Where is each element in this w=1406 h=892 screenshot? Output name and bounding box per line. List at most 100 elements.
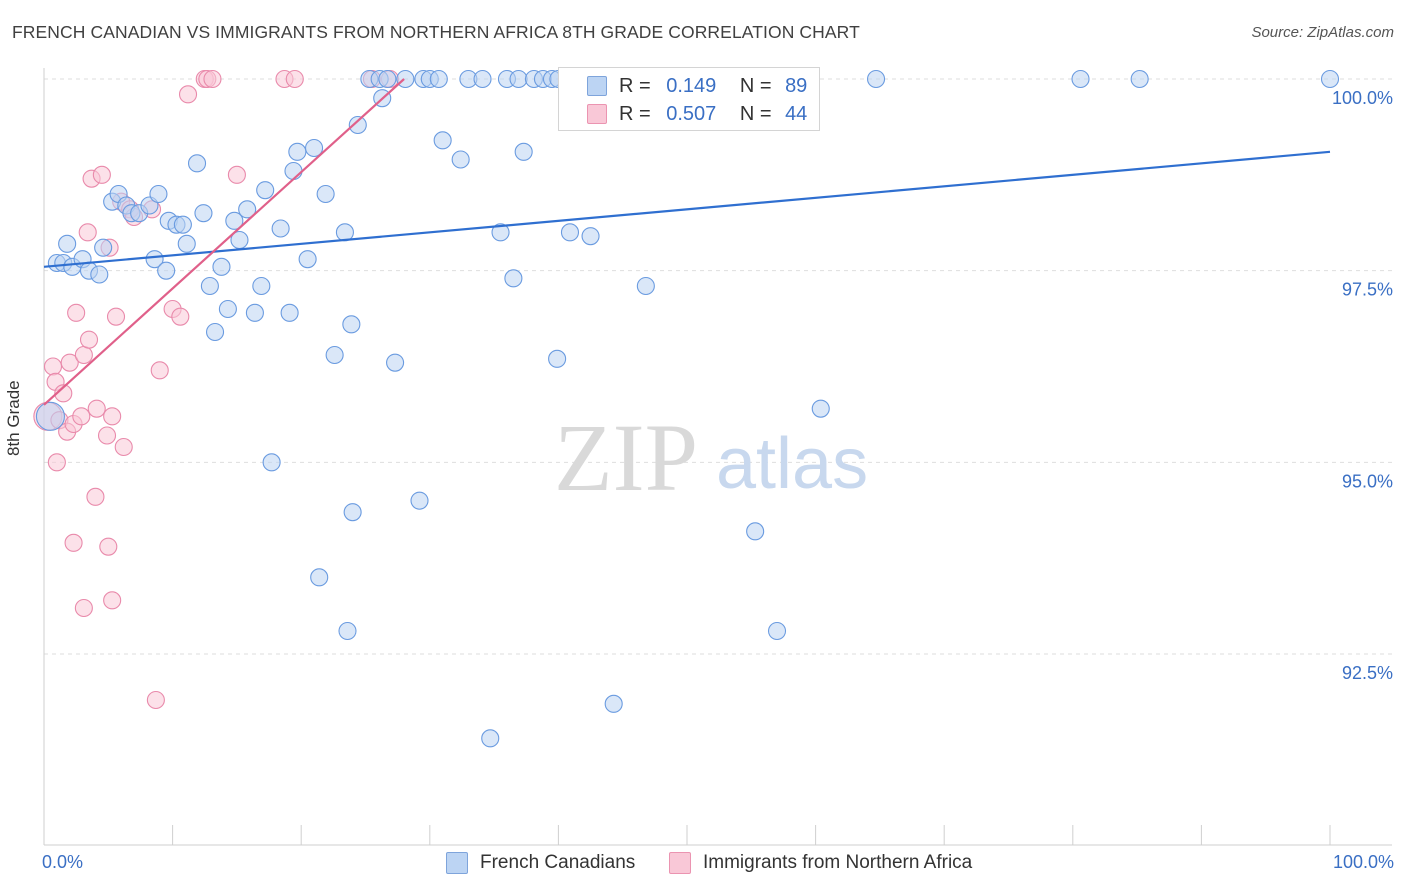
blue-point [1130,69,1149,89]
pink-point [227,165,246,184]
blue-point [245,303,264,322]
legend-r-blue: 0.149 [666,74,717,97]
pink-point [92,165,111,184]
blue-point [811,399,830,418]
pink-point [285,69,304,89]
x-tick-label-max: 100.0% [1332,852,1394,872]
blue-point [746,522,765,541]
pink-point [87,399,106,418]
legend-text-blue: R = 0.149 N = 89 [619,75,807,98]
blue-point [177,234,196,253]
series-legend-blue: French Canadians [446,852,635,874]
blue-point [256,181,275,200]
pink-point [79,330,99,349]
pink-point [78,223,97,242]
blue-point [94,238,113,257]
pink-point [178,85,198,104]
legend-n-label: N = [739,74,772,97]
blue-point [767,621,787,641]
blue-point [342,315,361,334]
source-label: Source: ZipAtlas.com [1251,24,1394,41]
legend-swatch-blue [587,76,607,96]
blue-point [325,345,344,365]
legend-r-label: R = [619,102,651,125]
blue-point [560,223,580,242]
blue-point [343,503,362,522]
series-swatch-pink [669,852,691,874]
blue-point [90,265,109,284]
series-legend: French Canadians Immigrants from Norther… [0,852,1406,878]
pink-point [47,453,66,472]
blue-point [145,250,164,269]
blue-point [298,250,317,269]
blue-point [157,261,176,280]
blue-point [149,184,168,204]
pink-point [67,303,86,322]
blue-point [335,223,354,242]
blue-point [636,276,655,296]
pink-point [86,487,105,506]
blue-point [58,234,77,253]
legend-n-blue: 89 [785,74,808,97]
series-swatch-blue [446,852,468,874]
blue-point [491,223,510,242]
blue-series-points [35,69,1340,748]
blue-point [338,621,357,641]
blue-point [604,694,623,713]
y-axis-label: 8th Grade [4,380,23,456]
pink-point [146,690,165,710]
watermark-zip: ZIP [554,404,698,511]
pink-point [171,307,190,326]
blue-point [280,303,299,322]
blue-point [288,142,307,161]
pink-point [114,437,133,457]
pink-point [74,345,93,365]
watermark: ZIP atlas [554,404,868,511]
pink-point [150,361,169,380]
blue-point [396,69,415,89]
axes [43,68,1392,846]
blue-point [271,219,290,238]
chart-title: FRENCH CANADIAN VS IMMIGRANTS FROM NORTH… [12,22,860,42]
watermark-atlas: atlas [716,424,868,504]
x-tick-label-min: 0.0% [42,852,84,872]
pink-point [54,384,73,403]
blue-point [305,138,324,158]
blue-point [316,184,335,204]
legend-text-pink: R = 0.507 N = 44 [619,103,807,126]
blue-point [866,69,886,89]
pink-point [72,407,91,426]
pink-point [97,426,117,445]
blue-point [504,269,523,288]
blue-point [514,142,533,161]
blue-point [451,150,470,169]
blue-point [218,299,237,319]
blue-point [410,491,429,510]
blue-point [310,568,329,587]
pink-point [103,407,122,426]
blue-point [429,69,448,89]
blue-point [252,276,271,296]
legend-r-label: R = [619,74,651,97]
y-tick-label: 97.5% [1342,280,1393,300]
blue-point [173,215,192,234]
series-legend-pink: Immigrants from Northern Africa [669,852,972,874]
blue-trend-line [43,150,1331,268]
series-label-blue: French Canadians [480,852,636,873]
blue-point [433,131,452,150]
y-tick-label: 92.5% [1342,663,1393,683]
blue-point [473,69,492,89]
pink-trend-line [43,78,405,406]
legend-n-pink: 44 [785,102,808,125]
pink-point [203,69,222,89]
blue-point [262,453,281,472]
legend-swatch-pink [587,104,607,124]
blue-point [581,227,600,246]
blue-point [205,322,225,342]
series-label-pink: Immigrants from Northern Africa [703,852,973,873]
blue-point [548,349,567,368]
legend-n-label: N = [739,102,772,125]
trend-lines [43,78,1331,406]
blue-point [238,200,257,219]
pink-point [99,537,118,556]
